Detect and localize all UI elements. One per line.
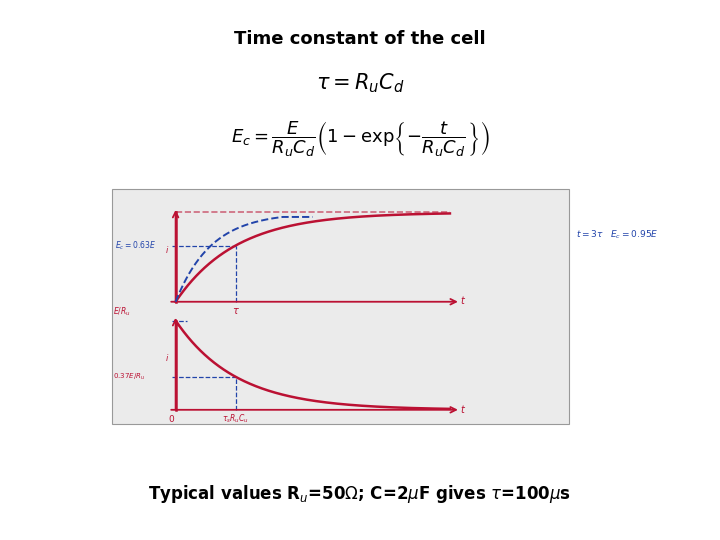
Text: $i$: $i$ bbox=[165, 352, 169, 363]
Text: Time constant of the cell: Time constant of the cell bbox=[234, 30, 486, 48]
Text: $0.37E/R_u$: $0.37E/R_u$ bbox=[113, 372, 145, 382]
Text: $E_c = \dfrac{E}{R_u C_d}\left(1 - \mathrm{exp}\left\{-\dfrac{t}{R_u C_d}\right\: $E_c = \dfrac{E}{R_u C_d}\left(1 - \math… bbox=[230, 119, 490, 158]
Text: $\tau_s R_u C_u$: $\tau_s R_u C_u$ bbox=[222, 413, 250, 425]
Text: $i$: $i$ bbox=[165, 244, 169, 255]
Text: $t$: $t$ bbox=[460, 402, 466, 415]
Text: $E/R_u$: $E/R_u$ bbox=[113, 305, 131, 318]
Text: $0$: $0$ bbox=[168, 413, 176, 424]
Text: $t$: $t$ bbox=[460, 294, 466, 307]
Bar bbox=[112, 189, 569, 424]
Text: $\tau$: $\tau$ bbox=[232, 306, 240, 316]
Text: $E_c = 0.63E$: $E_c = 0.63E$ bbox=[115, 239, 156, 252]
Text: $\tau = R_u C_d$: $\tau = R_u C_d$ bbox=[316, 71, 404, 95]
Text: Typical values R$_u$=50$\Omega$; C=2$\mu$F gives $\tau$=100$\mu$s: Typical values R$_u$=50$\Omega$; C=2$\mu… bbox=[148, 483, 572, 505]
Text: $t=3\tau$   $E_c=0.95E$: $t=3\tau$ $E_c=0.95E$ bbox=[576, 228, 659, 241]
